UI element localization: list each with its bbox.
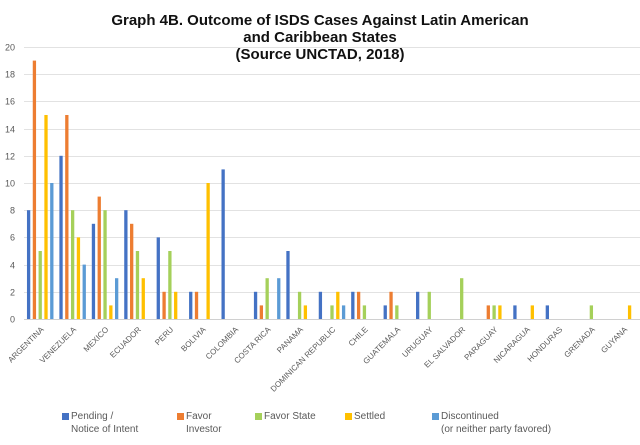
bar-costa-rica-series-4	[277, 278, 281, 319]
legend-label: Pending / Notice of Intent	[71, 411, 139, 435]
bar-dominican-republic-series-2	[330, 305, 334, 319]
bar-costa-rica-series-0	[253, 291, 258, 319]
x-tick-label: BOLIVIA	[179, 325, 208, 354]
bar-venezuela-series-0	[59, 155, 63, 319]
bar-panama-series-3	[303, 305, 308, 319]
bar-venezuela-series-1	[65, 115, 69, 319]
bar-ecuador-series-3	[141, 278, 145, 319]
y-tick-label: 8	[10, 206, 15, 216]
bar-venezuela-series-3	[76, 237, 81, 319]
y-tick-label: 18	[5, 70, 15, 80]
bar-peru-series-2	[168, 251, 172, 319]
bar-panama-series-0	[286, 251, 290, 319]
y-axis-ticks: 0 2 4 6 8 10 12 14 16 18 20	[5, 43, 15, 325]
bar-dominican-republic-series-3	[336, 291, 340, 319]
bar-paraguay-series-2	[492, 305, 496, 319]
legend-swatch	[255, 413, 262, 420]
y-tick-label: 4	[10, 261, 15, 271]
chart-title-line-1: Graph 4B. Outcome of ISDS Cases Against …	[111, 12, 529, 29]
legend-label: Favor State	[264, 411, 316, 422]
bar-peru-series-0	[156, 237, 160, 319]
x-tick-label: PANAMA	[275, 325, 305, 355]
gridlines	[24, 47, 640, 320]
bar-paraguay-series-1	[486, 305, 490, 319]
x-tick-label: GUYANA	[599, 325, 629, 355]
legend-swatch	[432, 413, 439, 420]
y-tick-label: 16	[5, 97, 15, 107]
bar-venezuela-series-2	[70, 210, 75, 319]
bar-chile-series-0	[351, 291, 355, 319]
bar-panama-series-2	[297, 291, 302, 319]
x-tick-label: HONDURAS	[526, 325, 565, 364]
bar-paraguay-series-3	[498, 305, 502, 319]
legend-swatch	[177, 413, 184, 420]
bar-mexico-series-3	[109, 305, 113, 319]
bar-colombia-series-0	[221, 169, 225, 319]
bar-ecuador-series-0	[124, 210, 128, 319]
bar-guatemala-series-2	[395, 305, 399, 319]
bar-costa-rica-series-1	[259, 305, 264, 319]
bar-chile-series-1	[356, 291, 361, 319]
chart-title-line-2: and Caribbean States	[243, 29, 397, 46]
y-tick-label: 12	[5, 152, 15, 162]
bar-peru-series-1	[162, 291, 166, 319]
bar-venezuela-series-4	[82, 264, 86, 319]
legend-swatch	[345, 413, 352, 420]
bar-ecuador-series-2	[135, 251, 140, 319]
x-tick-label: GRENADA	[562, 325, 597, 360]
x-tick-label: URUGUAY	[400, 325, 435, 360]
bar-dominican-republic-series-4	[341, 305, 346, 319]
bar-argentina-series-0	[26, 210, 31, 319]
legend-label: Discontinued (or neither party favored)	[441, 411, 552, 435]
x-tick-label: MEXICO	[82, 325, 111, 354]
bar-el-salvador-series-2	[460, 278, 464, 319]
x-tick-label: DOMINICAN REPUBLIC	[269, 325, 338, 394]
legend-label: Favor Investor	[186, 411, 222, 435]
bar-ecuador-series-1	[130, 223, 134, 319]
bar-uruguay-series-0	[416, 291, 420, 319]
y-tick-label: 20	[5, 43, 15, 53]
y-tick-label: 2	[10, 288, 15, 298]
bar-guatemala-series-0	[383, 305, 387, 319]
legend-label: Settled	[354, 411, 386, 422]
bars	[26, 60, 632, 319]
y-tick-label: 6	[10, 233, 15, 243]
bar-mexico-series-4	[115, 278, 119, 319]
x-tick-label: PERU	[153, 325, 175, 347]
legend: Pending / Notice of Intent Favor Investor…	[0, 410, 640, 445]
bar-nicaragua-series-3	[530, 305, 534, 319]
x-tick-label: CHILE	[347, 325, 370, 348]
bar-mexico-series-0	[91, 223, 96, 319]
bar-uruguay-series-2	[427, 291, 431, 319]
y-tick-label: 14	[5, 125, 15, 135]
bar-guatemala-series-1	[389, 291, 393, 319]
y-tick-label: 10	[5, 179, 15, 189]
bar-honduras-series-0	[545, 305, 549, 319]
bar-argentina-series-1	[32, 60, 37, 319]
x-tick-label: ECUADOR	[108, 325, 143, 360]
bar-bolivia-series-0	[189, 291, 193, 319]
bar-costa-rica-series-2	[265, 278, 269, 319]
bar-argentina-series-3	[44, 115, 48, 319]
bar-bolivia-series-3	[206, 183, 210, 319]
legend-swatch	[62, 413, 69, 420]
bar-chile-series-2	[362, 305, 367, 319]
y-tick-label: 0	[10, 315, 15, 325]
chart-title-line-3: (Source UNCTAD, 2018)	[235, 46, 405, 63]
bar-nicaragua-series-0	[513, 305, 517, 319]
bar-grenada-series-2	[589, 305, 594, 319]
bar-bolivia-series-1	[194, 291, 199, 319]
bar-dominican-republic-series-0	[318, 291, 323, 319]
chart-title: Graph 4B. Outcome of ISDS Cases Against …	[0, 12, 640, 63]
bar-mexico-series-1	[97, 196, 101, 319]
bar-mexico-series-2	[103, 210, 107, 319]
bar-argentina-series-2	[38, 251, 42, 319]
bar-peru-series-3	[174, 291, 178, 319]
bar-argentina-series-4	[50, 183, 54, 319]
bar-guyana-series-3	[627, 305, 632, 319]
